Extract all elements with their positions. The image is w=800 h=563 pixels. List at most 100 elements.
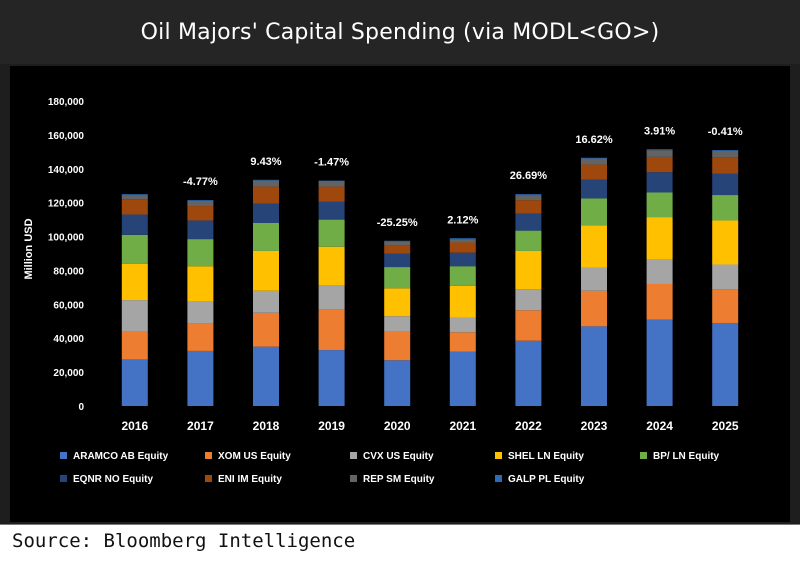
bar-segment bbox=[121, 331, 148, 360]
bar-segment bbox=[384, 360, 411, 406]
x-tick-label: 2018 bbox=[253, 419, 280, 433]
bar-segment bbox=[515, 194, 542, 196]
bar-segment bbox=[712, 264, 739, 290]
bar-segment bbox=[712, 220, 739, 265]
bar-segment bbox=[515, 289, 542, 311]
chart-title: Oil Majors' Capital Spending (via MODL<G… bbox=[140, 19, 660, 45]
bar-segment bbox=[449, 239, 476, 243]
bar-segment bbox=[384, 240, 411, 242]
bar-segment bbox=[646, 192, 673, 218]
growth-label: 16.62% bbox=[575, 134, 613, 146]
bar-segment bbox=[581, 225, 607, 268]
bar-segment bbox=[581, 267, 607, 291]
bar-segment bbox=[646, 319, 673, 406]
bar-segment bbox=[187, 220, 214, 240]
legend-swatch bbox=[350, 475, 357, 482]
bar-segment bbox=[712, 173, 739, 196]
source-footer: Source: Bloomberg Intelligence bbox=[0, 524, 800, 563]
bar-segment bbox=[253, 180, 279, 187]
bar-segment bbox=[121, 359, 148, 406]
y-tick-label: 60,000 bbox=[53, 300, 84, 311]
bar-segment bbox=[515, 195, 542, 201]
bar-segment bbox=[646, 284, 673, 320]
bar-segment bbox=[318, 350, 345, 406]
legend-label: XOM US Equity bbox=[218, 451, 291, 462]
legend-label: ARAMCO AB Equity bbox=[73, 451, 169, 462]
bar-segment bbox=[646, 149, 673, 151]
bar-segment bbox=[121, 214, 148, 235]
y-tick-label: 80,000 bbox=[53, 266, 84, 277]
bar-segment bbox=[253, 179, 279, 181]
growth-labels: -4.77% 9.43% -1.47% -25.25% 2.12% 26.69% 16.62… bbox=[183, 125, 743, 229]
bar-segment bbox=[187, 200, 214, 201]
legend-swatch bbox=[205, 475, 212, 482]
bar-segment bbox=[318, 219, 345, 247]
bar-segment bbox=[384, 267, 411, 289]
bar-segment bbox=[187, 301, 214, 324]
bar-segment bbox=[646, 150, 673, 157]
bar-segment bbox=[187, 323, 214, 351]
growth-label: 26.69% bbox=[510, 170, 548, 182]
bar-segment bbox=[646, 259, 673, 284]
y-axis: 0 20,000 40,000 60,000 80,000 100,000 120,000 1… bbox=[48, 97, 85, 413]
bar-segment bbox=[515, 230, 542, 251]
legend: ARAMCO AB Equity XOM US Equity CVX US Equi… bbox=[60, 451, 720, 485]
bar-segment bbox=[318, 181, 345, 187]
y-tick-label: 160,000 bbox=[48, 131, 85, 142]
growth-label: -25.25% bbox=[377, 217, 418, 229]
bar-segment bbox=[712, 150, 739, 158]
bar-segment bbox=[712, 150, 739, 151]
bar-segment bbox=[384, 241, 411, 246]
bar-segment bbox=[712, 289, 739, 323]
bar-segment bbox=[581, 157, 607, 159]
bar-segment bbox=[384, 245, 411, 254]
legend-label: REP SM Equity bbox=[363, 474, 435, 485]
x-tick-label: 2019 bbox=[318, 419, 345, 433]
stacked-bar-chart: 0 20,000 40,000 60,000 80,000 100,000 120,000 1… bbox=[23, 97, 743, 485]
bar-segment bbox=[318, 246, 345, 286]
y-tick-label: 100,000 bbox=[48, 233, 85, 244]
legend-label: EQNR NO Equity bbox=[73, 474, 153, 485]
bar-segment bbox=[121, 300, 148, 332]
bar-segment bbox=[515, 200, 542, 214]
x-axis: 2016 2017 2018 2019 2020 2021 2022 2023 2024 2025 bbox=[121, 419, 738, 433]
bar-segment bbox=[318, 186, 345, 202]
bar-segment bbox=[646, 172, 673, 193]
bar-segment bbox=[581, 164, 607, 180]
y-tick-label: 120,000 bbox=[48, 199, 85, 210]
bar-segment bbox=[384, 316, 411, 332]
bar-segment bbox=[449, 242, 476, 253]
bar-segment bbox=[121, 194, 148, 196]
x-tick-label: 2021 bbox=[449, 419, 476, 433]
legend-swatch bbox=[60, 475, 67, 482]
growth-label: -1.47% bbox=[314, 157, 349, 169]
bar-segment bbox=[187, 200, 214, 207]
title-bar: Oil Majors' Capital Spending (via MODL<G… bbox=[0, 0, 800, 64]
legend-label: BP/ LN Equity bbox=[653, 451, 720, 462]
legend-label: ENI IM Equity bbox=[218, 474, 282, 485]
bar-segment bbox=[581, 326, 607, 406]
bar-segment bbox=[646, 217, 673, 260]
bar-segment bbox=[449, 285, 476, 318]
bar-segment bbox=[581, 198, 607, 226]
legend-swatch bbox=[640, 452, 647, 459]
bar-segment bbox=[187, 350, 214, 406]
bar-segment bbox=[121, 263, 148, 301]
x-tick-label: 2024 bbox=[646, 419, 673, 433]
growth-label: -0.41% bbox=[708, 126, 743, 138]
bar-segment bbox=[449, 332, 476, 352]
growth-label: 9.43% bbox=[250, 156, 281, 168]
y-tick-label: 140,000 bbox=[48, 165, 85, 176]
x-tick-label: 2020 bbox=[384, 419, 411, 433]
growth-label: 3.91% bbox=[644, 125, 675, 137]
bar-segment bbox=[449, 238, 476, 240]
legend-swatch bbox=[350, 452, 357, 459]
bar-segment bbox=[384, 253, 411, 268]
bar-segment bbox=[384, 331, 411, 361]
bar-segment bbox=[384, 288, 411, 317]
x-tick-label: 2023 bbox=[581, 419, 608, 433]
bar-segment bbox=[187, 266, 214, 302]
y-tick-label: 0 bbox=[78, 402, 84, 413]
bar-segment bbox=[121, 199, 148, 215]
